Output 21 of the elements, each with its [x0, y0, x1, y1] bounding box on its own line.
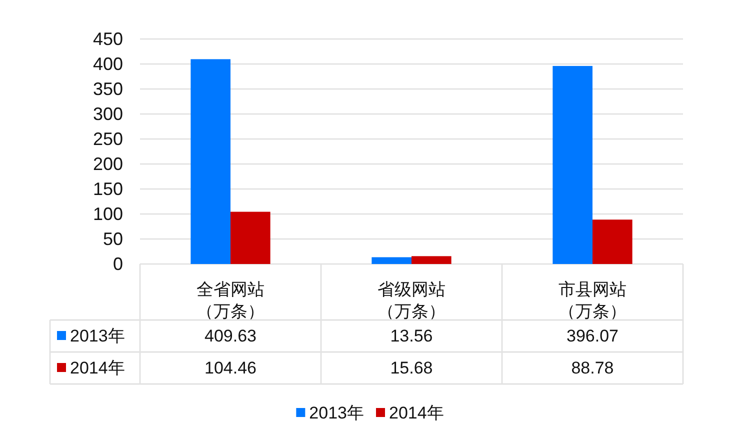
data-label: 396.07 [566, 326, 618, 346]
y-tick-label: 150 [92, 179, 123, 199]
data-label: 88.78 [571, 358, 614, 378]
y-tick-label: 350 [92, 79, 123, 99]
data-label: 15.68 [390, 358, 433, 378]
x-tick-label: 全省网站（万条） [196, 280, 264, 320]
y-tick-label: 50 [102, 229, 123, 249]
legend-label: 2013年 [70, 326, 125, 346]
y-tick-label: 450 [92, 29, 123, 49]
legend: 2013年 2014年 [296, 404, 444, 422]
y-tick-label: 100 [92, 204, 123, 224]
y-tick-label: 300 [92, 104, 123, 124]
x-tick-label: 省级网站（万条） [378, 280, 446, 320]
data-label: 104.46 [204, 358, 256, 378]
y-tick-label: 400 [92, 54, 123, 74]
data-label: 13.56 [390, 326, 433, 346]
x-tick-label: 市县网站（万条） [558, 280, 626, 320]
y-tick-label: 200 [92, 154, 123, 174]
legend-label: 2014年 [389, 404, 444, 422]
y-tick-label: 250 [92, 129, 123, 149]
data-label: 409.63 [204, 326, 256, 346]
